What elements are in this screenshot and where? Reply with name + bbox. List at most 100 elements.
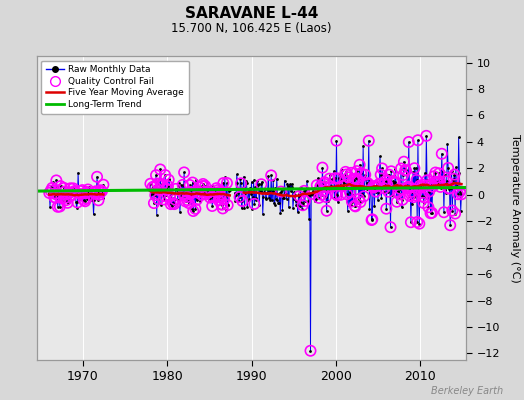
- Point: [413, 219, 421, 225]
- Point: [328, 186, 336, 192]
- Point: [219, 205, 227, 212]
- Point: [434, 179, 442, 185]
- Point: [200, 188, 209, 195]
- Point: [282, 191, 290, 197]
- Point: [423, 182, 432, 189]
- Point: [179, 182, 187, 188]
- Point: [305, 216, 313, 222]
- Point: [197, 190, 205, 196]
- Point: [364, 180, 372, 186]
- Point: [307, 191, 315, 198]
- Point: [183, 194, 192, 200]
- Point: [71, 188, 80, 195]
- Point: [199, 181, 208, 187]
- Point: [386, 224, 395, 230]
- Point: [89, 197, 97, 203]
- Point: [208, 203, 216, 209]
- Point: [401, 167, 409, 173]
- Point: [434, 179, 442, 185]
- Point: [431, 169, 440, 176]
- Point: [418, 193, 427, 200]
- Point: [405, 139, 413, 145]
- Point: [188, 179, 196, 186]
- Point: [241, 190, 249, 196]
- Point: [150, 183, 159, 189]
- Point: [53, 184, 61, 190]
- Point: [394, 187, 402, 194]
- Point: [181, 192, 189, 199]
- Point: [414, 137, 422, 144]
- Point: [158, 181, 167, 188]
- Point: [47, 188, 55, 194]
- Point: [401, 167, 409, 173]
- Point: [322, 208, 331, 214]
- Point: [322, 208, 331, 214]
- Point: [379, 185, 387, 191]
- Point: [69, 185, 78, 192]
- Point: [356, 199, 365, 205]
- Point: [253, 178, 261, 184]
- Point: [367, 186, 375, 192]
- Point: [163, 186, 171, 192]
- Point: [79, 198, 87, 204]
- Point: [238, 198, 247, 204]
- Point: [309, 188, 317, 194]
- Point: [219, 205, 227, 212]
- Point: [359, 193, 368, 200]
- Point: [185, 182, 194, 188]
- Point: [94, 197, 103, 204]
- Point: [420, 194, 429, 200]
- Point: [347, 170, 355, 176]
- Point: [261, 195, 270, 202]
- Point: [438, 181, 446, 188]
- Point: [372, 183, 380, 189]
- Point: [442, 178, 451, 184]
- Point: [164, 183, 172, 189]
- Point: [334, 175, 343, 182]
- Point: [51, 194, 60, 201]
- Point: [62, 197, 70, 203]
- Point: [150, 200, 158, 206]
- Point: [92, 188, 100, 194]
- Point: [355, 196, 363, 202]
- Point: [295, 193, 303, 199]
- Point: [243, 180, 251, 186]
- Point: [92, 191, 101, 198]
- Point: [352, 175, 361, 182]
- Point: [80, 197, 88, 203]
- Point: [268, 197, 276, 204]
- Point: [325, 176, 334, 182]
- Point: [298, 206, 306, 212]
- Point: [179, 191, 188, 197]
- Point: [150, 183, 159, 189]
- Point: [422, 133, 431, 139]
- Point: [343, 191, 351, 198]
- Point: [319, 188, 328, 194]
- Point: [311, 192, 320, 198]
- Point: [457, 191, 466, 198]
- Point: [304, 197, 313, 204]
- Point: [180, 169, 188, 176]
- Point: [412, 177, 421, 183]
- Point: [269, 177, 278, 184]
- Point: [213, 189, 221, 196]
- Point: [152, 212, 161, 218]
- Point: [86, 197, 95, 203]
- Point: [71, 188, 80, 195]
- Point: [276, 190, 284, 196]
- Point: [303, 191, 312, 198]
- Point: [57, 195, 66, 201]
- Point: [158, 181, 167, 188]
- Point: [88, 193, 96, 200]
- Point: [199, 181, 208, 187]
- Point: [48, 185, 56, 191]
- Point: [288, 184, 297, 190]
- Point: [97, 186, 105, 193]
- Point: [332, 138, 341, 144]
- Point: [338, 166, 346, 173]
- Point: [272, 176, 281, 182]
- Point: [167, 201, 175, 207]
- Point: [160, 193, 169, 199]
- Point: [340, 182, 348, 189]
- Point: [348, 198, 356, 205]
